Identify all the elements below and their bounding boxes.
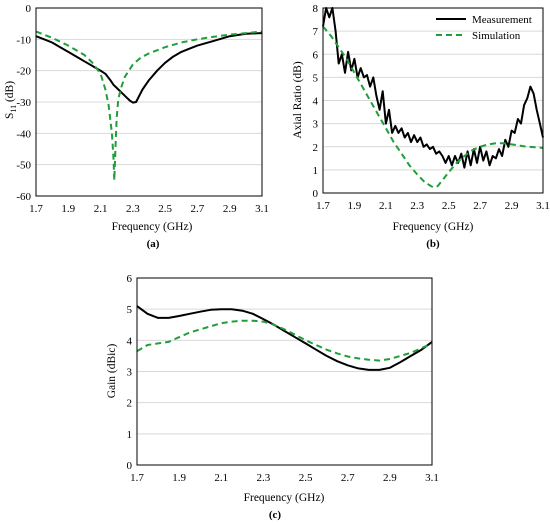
- panel-c-x-tick-label: 2.3: [257, 472, 271, 484]
- panel-c-series-simulation: [136, 319, 433, 362]
- panel-a-x-tick-label: 2.1: [94, 203, 108, 215]
- panel-b-caption: (b): [426, 238, 440, 250]
- panel-b-y-tick-label: 4: [313, 96, 319, 108]
- panel-b-y-tick-label: 2: [313, 142, 319, 154]
- panel-c-frame: [136, 277, 433, 466]
- panel-a-y-label-unit: (dB): [4, 81, 16, 105]
- panel-b-lines: [322, 7, 544, 189]
- panel-c-y-tick-label: 2: [127, 398, 133, 410]
- panel-a-y-label-sub: 11: [9, 105, 18, 113]
- panel-a-x-tick-label: 2.9: [223, 203, 237, 215]
- panel-c-caption: (c): [269, 509, 282, 521]
- panel-b-y-tick-label: 5: [313, 72, 319, 84]
- panel-a-y-tick-label: -50: [16, 160, 31, 172]
- legend-simulation-label: Simulation: [472, 30, 521, 42]
- panel-b-x-tick-label: 2.9: [505, 200, 519, 212]
- panel-b-x-axis-label: Frequency (GHz): [393, 221, 474, 233]
- panel-c-x-tick-label: 3.1: [425, 472, 439, 484]
- panel-b-series-measurement: [322, 7, 544, 169]
- panel-a-lines: [35, 30, 263, 182]
- panel-b-x-tick-label: 2.7: [473, 200, 487, 212]
- panel-b-y-tick-label: 8: [313, 3, 319, 15]
- panel-b-x-tick-label: 2.1: [379, 200, 393, 212]
- panel-a: -60 -50 -40 -30 -20 -10 0 1.7 1.9 2.1 2.3 2.5 2.7 2.9…: [4, 3, 269, 250]
- panel-c-grid: [137, 308, 432, 435]
- panel-c-series-measurement: [136, 305, 433, 371]
- panel-b-x-tick-label: 2.3: [410, 200, 424, 212]
- panel-b-x-tick-label: 2.5: [442, 200, 456, 212]
- panel-b-y-tick-label: 7: [313, 26, 319, 38]
- panel-c: 0 1 2 3 4 5 6 1.7 1.9 2.1 2.3 2.5 2.7 2.9 3.1 Frequenc…: [106, 273, 439, 521]
- panel-c-y-tick-label: 4: [127, 335, 133, 347]
- panel-b-y-tick-label: 0: [313, 188, 319, 200]
- panel-a-caption: (a): [147, 238, 160, 250]
- panel-c-y-tick-label: 3: [127, 367, 133, 379]
- panel-b-frame: [322, 7, 544, 194]
- panel-b-x-tick-label: 1.9: [348, 200, 362, 212]
- legend: Measurement Simulation: [436, 14, 532, 42]
- panel-a-grid: [36, 38, 262, 166]
- panel-a-y-tick-label: -60: [16, 191, 31, 203]
- panel-a-y-tick-label: -30: [16, 97, 31, 109]
- panel-a-y-label-main: S: [4, 113, 16, 119]
- panel-a-series-measurement: [35, 32, 263, 104]
- panel-b-y-tick-label: 1: [313, 165, 319, 177]
- panel-b-y-tick-label: 6: [313, 49, 319, 61]
- legend-measurement-label: Measurement: [472, 14, 532, 26]
- panel-c-y-tick-label: 0: [127, 460, 133, 472]
- panel-a-x-tick-label: 2.7: [191, 203, 205, 215]
- panel-a-y-tick-label: -40: [16, 128, 31, 140]
- panel-c-y-tick-label: 5: [127, 304, 133, 316]
- panel-c-x-axis-label: Frequency (GHz): [244, 492, 325, 504]
- panel-a-y-axis-label: S11 (dB): [4, 81, 18, 119]
- panel-c-y-tick-label: 6: [127, 273, 133, 285]
- panel-a-x-tick-label: 1.9: [61, 203, 75, 215]
- panel-b-series-simulation: [322, 25, 544, 189]
- panel-c-x-tick-label: 2.9: [383, 472, 397, 484]
- panel-a-y-tick-label: 0: [26, 3, 32, 15]
- panel-a-y-tick-label: -10: [16, 34, 31, 46]
- panel-c-x-tick-label: 2.7: [341, 472, 355, 484]
- panel-a-x-tick-label: 1.7: [29, 203, 43, 215]
- panel-a-x-tick-label: 2.3: [126, 203, 140, 215]
- panel-c-y-axis-label: Gain (dBic): [106, 344, 118, 399]
- panel-c-y-tick-label: 1: [127, 429, 133, 441]
- panel-b-y-tick-label: 3: [313, 119, 319, 131]
- panel-b-x-tick-label: 3.1: [536, 200, 550, 212]
- panel-b-ticks: 0 1 2 3 4 5 6 7 8 1.7 1.9 2.1 2.3 2.5 2.7 2.9 3.1: [313, 3, 550, 212]
- panel-c-x-tick-label: 1.7: [130, 472, 144, 484]
- panel-a-x-tick-label: 2.5: [158, 203, 172, 215]
- panel-a-x-axis-label: Frequency (GHz): [112, 221, 193, 233]
- panel-c-lines: [136, 305, 433, 371]
- panel-c-x-tick-label: 2.1: [214, 472, 228, 484]
- panel-c-x-tick-label: 2.5: [299, 472, 313, 484]
- panel-c-x-tick-label: 1.9: [172, 472, 186, 484]
- panel-a-ticks: -60 -50 -40 -30 -20 -10 0 1.7 1.9 2.1 2.3 2.5 2.7 2.9…: [16, 3, 269, 215]
- panel-b: 0 1 2 3 4 5 6 7 8 1.7 1.9 2.1 2.3 2.5 2.7 2.9 3.1 Freque…: [292, 3, 550, 250]
- panel-b-y-axis-label: Axial Ratio (dB): [292, 61, 304, 138]
- panel-c-ticks: 0 1 2 3 4 5 6 1.7 1.9 2.1 2.3 2.5 2.7 2.9 3.1: [127, 273, 439, 484]
- panel-b-x-tick-label: 1.7: [316, 200, 330, 212]
- panel-a-frame: [35, 7, 263, 197]
- panel-a-y-tick-label: -20: [16, 66, 31, 78]
- panel-a-series-simulation: [35, 30, 263, 182]
- panel-a-x-tick-label: 3.1: [255, 203, 269, 215]
